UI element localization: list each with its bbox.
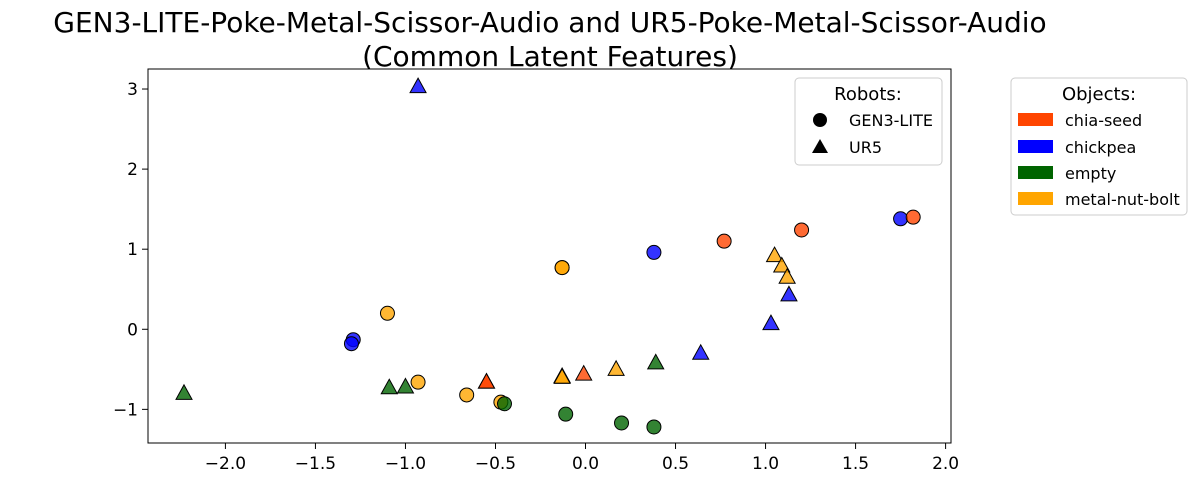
ur5-point-metal-nut-bolt: [553, 367, 571, 384]
gen3-lite-point-empty: [558, 406, 574, 422]
x-tick-label: 0.0: [572, 454, 599, 474]
ur5-point-metal-nut-bolt: [772, 256, 791, 273]
ur5-point-metal-nut-bolt: [778, 267, 797, 284]
gen3-lite-point-chia-seed: [794, 222, 810, 238]
ur5-point-metal-nut-bolt: [607, 359, 625, 376]
y-tick-label: 3: [127, 80, 138, 100]
gen3-lite-point-chickpea: [646, 244, 662, 260]
gen3-lite-point-chia-seed: [905, 209, 921, 225]
x-tick-label: −0.5: [475, 454, 516, 474]
ur5-point-chickpea: [780, 285, 798, 302]
legend-triangle-marker: [812, 139, 828, 153]
gen3-lite-point-chia-seed: [716, 233, 732, 249]
x-tick-label: 0.5: [662, 454, 689, 474]
ur5-point-empty: [396, 377, 415, 394]
objects-legend-label-empty: empty: [1065, 164, 1116, 183]
legend-swatch-metal-nut-bolt: [1018, 192, 1053, 205]
y-tick-label: 1: [127, 240, 138, 260]
ur5-point-chickpea: [409, 77, 427, 94]
gen3-lite-point-metal-nut-bolt: [410, 374, 426, 390]
chart-title-line2: (Common Latent Features): [362, 40, 738, 73]
y-axis-ticks: −1 0 1 2 3: [113, 80, 148, 420]
objects-legend-label-chickpea: chickpea: [1065, 138, 1136, 157]
ur5-point-chickpea: [691, 343, 710, 360]
x-axis-ticks: −2.0 −1.5 −1.0 −0.5 0.0 0.5 1.0 1.5 2.0: [205, 443, 959, 474]
ur5-point-chia-seed: [477, 372, 496, 389]
gen3-lite-point-metal-nut-bolt: [554, 260, 570, 276]
objects-legend-label-chia-seed: chia-seed: [1065, 111, 1142, 130]
gen3-lite-point-chickpea: [343, 336, 359, 352]
x-tick-label: −1.5: [295, 454, 336, 474]
ur5-point-metal-nut-bolt: [765, 246, 784, 263]
gen3-lite-point-empty: [496, 396, 512, 412]
robots-legend: Robots: GEN3-LITE UR5: [794, 77, 943, 166]
chart-title-line1: GEN3-LITE-Poke-Metal-Scissor-Audio and U…: [53, 6, 1046, 39]
robots-legend-frame: [794, 77, 943, 166]
y-tick-label: 0: [127, 320, 138, 340]
gen3-lite-point-metal-nut-bolt: [459, 387, 475, 403]
legend-swatch-chia-seed: [1018, 113, 1053, 126]
ur5-point-empty: [380, 378, 399, 395]
robots-legend-label-gen3-lite: GEN3-LITE: [849, 111, 933, 130]
legend-swatch-chickpea: [1018, 140, 1053, 153]
gen3-lite-point-chickpea: [893, 211, 909, 227]
robots-legend-title: Robots:: [834, 84, 902, 105]
robots-legend-label-ur5: UR5: [849, 138, 882, 157]
legend-swatch-empty: [1018, 166, 1053, 179]
x-tick-label: −2.0: [205, 454, 246, 474]
objects-legend-label-metal-nut-bolt: metal-nut-bolt: [1065, 190, 1180, 209]
objects-legend-frame: [1010, 77, 1188, 216]
ur5-point-chickpea: [762, 314, 780, 331]
x-tick-label: 1.0: [752, 454, 779, 474]
gen3-lite-point-empty: [646, 419, 662, 435]
data-points: [175, 77, 921, 435]
y-tick-label: 2: [127, 160, 138, 180]
plot-frame: [147, 68, 952, 444]
gen3-lite-point-metal-nut-bolt: [379, 305, 395, 321]
objects-legend: Objects: chia-seed chickpea empty metal-…: [1010, 77, 1188, 216]
gen3-lite-point-empty: [614, 415, 630, 431]
ur5-point-empty: [175, 383, 193, 400]
objects-legend-title: Objects:: [1062, 84, 1136, 105]
ur5-point-chia-seed: [574, 364, 593, 381]
x-tick-label: 2.0: [932, 454, 959, 474]
y-tick-label: −1: [113, 400, 138, 420]
legend-circle-marker: [813, 113, 827, 127]
x-tick-label: −1.0: [385, 454, 426, 474]
x-tick-label: 1.5: [842, 454, 869, 474]
ur5-point-empty: [646, 353, 665, 370]
